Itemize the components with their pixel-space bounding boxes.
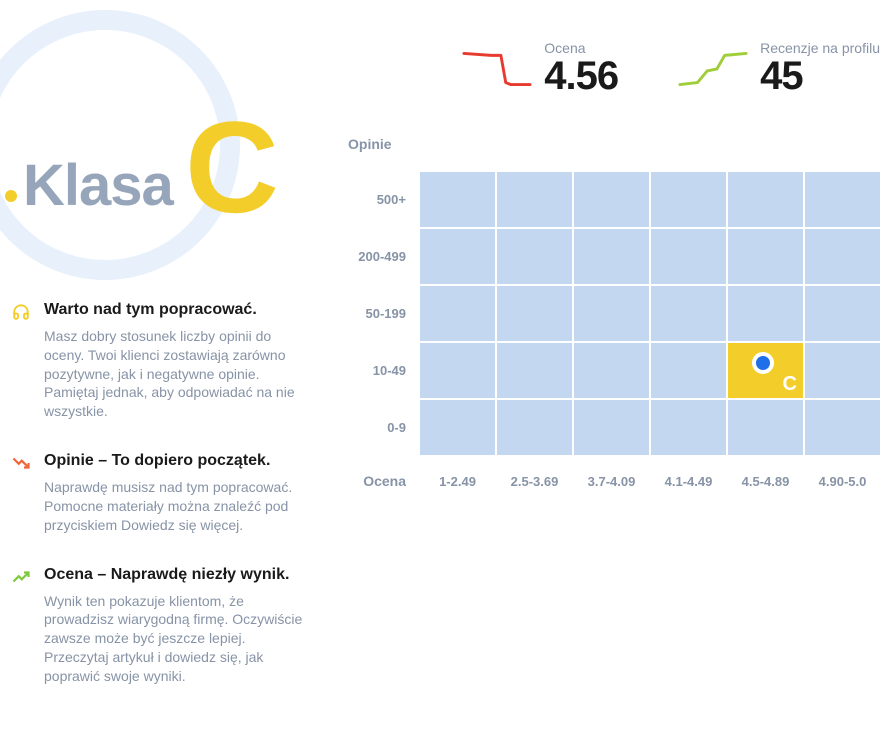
tip-item: Ocena – Naprawdę niezły wynik. Wynik ten… (12, 565, 330, 686)
matrix-row: 0-9 (330, 400, 890, 455)
x-axis-label: 4.5-4.89 (728, 474, 803, 489)
matrix-cell (497, 400, 572, 455)
tip-title: Ocena – Naprawdę niezły wynik. (44, 565, 310, 586)
matrix-cell (728, 400, 803, 455)
x-axis-label: 3.7-4.09 (574, 474, 649, 489)
y-axis-label: 500+ (330, 192, 420, 207)
matrix-cell (805, 400, 880, 455)
trend-up-icon (12, 565, 30, 686)
matrix-cell (574, 343, 649, 398)
matrix-cell (651, 286, 726, 341)
matrix-cell (805, 343, 880, 398)
matrix-row: 50-199 (330, 286, 890, 341)
matrix-cell (420, 229, 495, 284)
matrix-cell (497, 286, 572, 341)
matrix-cell (574, 229, 649, 284)
metric-rating: Ocena 4.56 (462, 40, 618, 96)
badge-dot (5, 190, 17, 202)
tip-title: Opinie – To dopiero początek. (44, 451, 310, 472)
tip-item: Opinie – To dopiero początek. Naprawdę m… (12, 451, 330, 534)
matrix-cell (420, 286, 495, 341)
matrix-cell (728, 229, 803, 284)
x-axis-title: Ocena (330, 473, 420, 489)
tip-body: Masz dobry stosunek liczby opinii do oce… (44, 327, 310, 421)
metric-reviews: Recenzje na profilu 45 (678, 40, 880, 96)
y-axis-label: 0-9 (330, 420, 420, 435)
metric-value: 45 (760, 56, 880, 96)
matrix-cell (574, 400, 649, 455)
active-marker-dot (752, 352, 774, 374)
headphones-icon (12, 300, 30, 421)
y-axis-label: 50-199 (330, 306, 420, 321)
active-marker-letter: C (783, 373, 797, 396)
y-axis-title: Opinie (348, 136, 890, 152)
class-badge: Klasa C (0, 20, 330, 280)
matrix-cell (805, 172, 880, 227)
x-axis-label: 4.90-5.0 (805, 474, 880, 489)
matrix-cell (805, 286, 880, 341)
matrix-cell (651, 400, 726, 455)
matrix-cell (497, 172, 572, 227)
metric-value: 4.56 (544, 56, 618, 96)
matrix-cell (728, 172, 803, 227)
rating-sparkline-icon (462, 43, 532, 93)
metrics-row: Ocena 4.56 Recenzje na profilu 45 (330, 40, 890, 96)
rating-matrix: Opinie 500+200-49950-19910-49C0-9 Ocena … (330, 136, 890, 489)
matrix-cell (497, 343, 572, 398)
matrix-row: 200-499 (330, 229, 890, 284)
tip-title: Warto nad tym popracować. (44, 300, 310, 321)
matrix-cell (574, 286, 649, 341)
matrix-cell (420, 172, 495, 227)
matrix-cell (574, 172, 649, 227)
tip-item: Warto nad tym popracować. Masz dobry sto… (12, 300, 330, 421)
class-prefix: Klasa (23, 152, 173, 219)
tip-body: Naprawdę musisz nad tym popracować. Pomo… (44, 478, 310, 535)
matrix-cell (728, 286, 803, 341)
matrix-row: 10-49 C (330, 343, 890, 398)
y-axis-label: 10-49 (330, 363, 420, 378)
tips-list: Warto nad tym popracować. Masz dobry sto… (0, 300, 330, 686)
x-axis-label: 4.1-4.49 (651, 474, 726, 489)
tip-body: Wynik ten pokazuje klientom, że prowadzi… (44, 592, 310, 686)
reviews-sparkline-icon (678, 43, 748, 93)
x-axis-label: 2.5-3.69 (497, 474, 572, 489)
matrix-cell (651, 172, 726, 227)
matrix-row: 500+ (330, 172, 890, 227)
matrix-cell (420, 400, 495, 455)
trend-down-icon (12, 451, 30, 534)
matrix-cell (651, 343, 726, 398)
x-axis-label: 1-2.49 (420, 474, 495, 489)
matrix-cell (497, 229, 572, 284)
matrix-cell (651, 229, 726, 284)
y-axis-label: 200-499 (330, 249, 420, 264)
matrix-cell: C (728, 343, 803, 398)
class-grade-letter: C (185, 92, 275, 242)
matrix-cell (420, 343, 495, 398)
matrix-cell (805, 229, 880, 284)
